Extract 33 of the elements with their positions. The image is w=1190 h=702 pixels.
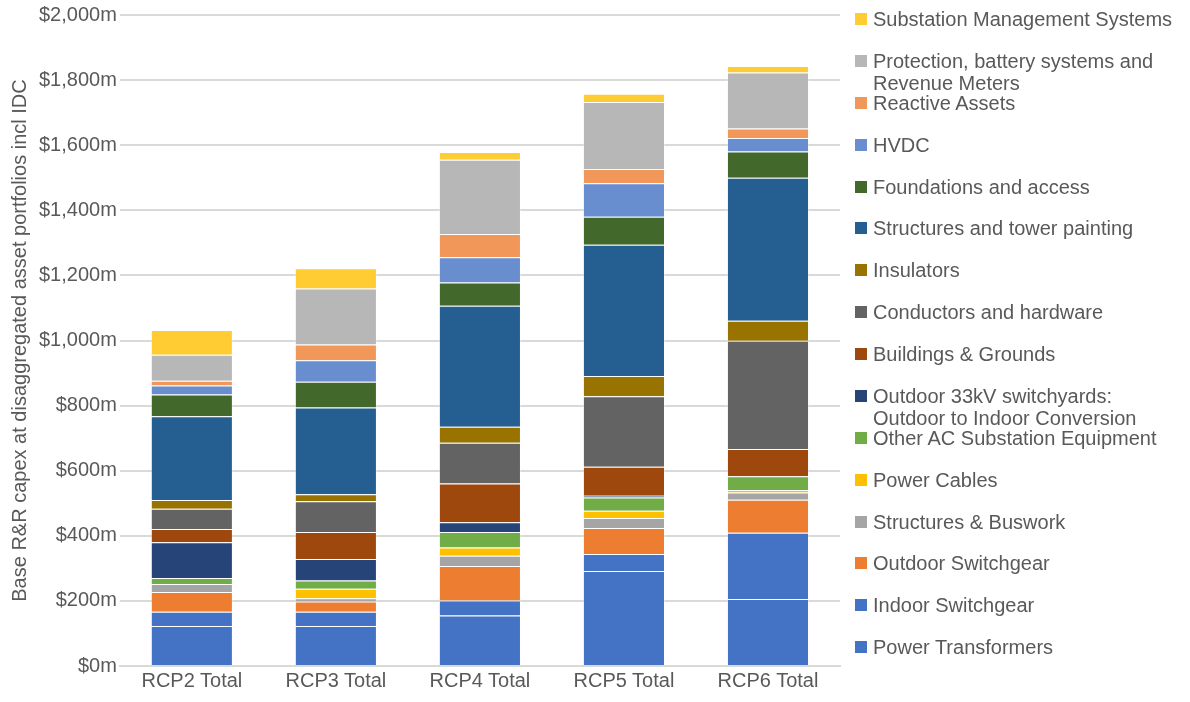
legend-label: Power Transformers (873, 636, 1054, 659)
legend-label: Power Cables (873, 468, 998, 491)
y-tick-label: $1,600m (38, 132, 117, 155)
y-tick-label: $800m (55, 393, 117, 416)
x-tick-label: RCP5 Total (573, 668, 675, 691)
legend-label: Structures and tower painting (873, 217, 1134, 240)
x-tick-label: RCP4 Total (429, 668, 531, 691)
x-tick-label: RCP2 Total (141, 668, 243, 691)
legend-label: Buildings & Grounds (873, 343, 1056, 365)
y-tick-label: $2,000m (38, 2, 117, 25)
legend-label: Conductors and hardware (873, 301, 1104, 324)
legend-label: Foundations and access (873, 175, 1090, 198)
x-tick-label: RCP6 Total (717, 668, 819, 691)
y-tick-label: $1,000m (38, 328, 117, 351)
legend-label: Indoor Switchgear (873, 594, 1035, 617)
y-tick-label: $200m (55, 588, 117, 611)
y-tick-label: $0m (77, 653, 117, 676)
legend-label: Other AC Substation Equipment (873, 426, 1157, 449)
legend-label: HVDC (873, 133, 930, 156)
y-axis-title: Base R&R capex at disaggregated asset portfolios incl IDC (7, 79, 30, 602)
y-tick-label: $1,400m (38, 197, 117, 220)
legend-label: Structures & Buswork (873, 510, 1066, 533)
y-tick-label: $1,200m (38, 262, 117, 285)
y-tick-label: $600m (55, 458, 117, 481)
legend-label: Outdoor 33kV switchyards: Outdoor to Indoor Conversion (873, 384, 1138, 429)
legend-label: Protection, battery systems and Revenue Meters (873, 49, 1155, 94)
y-tick-label: $1,800m (38, 67, 117, 90)
legend-label: Insulators (873, 259, 960, 282)
y-tick-label: $400m (55, 523, 117, 546)
legend-label: Substation Management Systems (873, 8, 1173, 30)
legend-label: Outdoor Switchgear (873, 552, 1050, 575)
legend-label: Reactive Assets (873, 91, 1016, 114)
x-tick-label: RCP3 Total (285, 668, 387, 691)
